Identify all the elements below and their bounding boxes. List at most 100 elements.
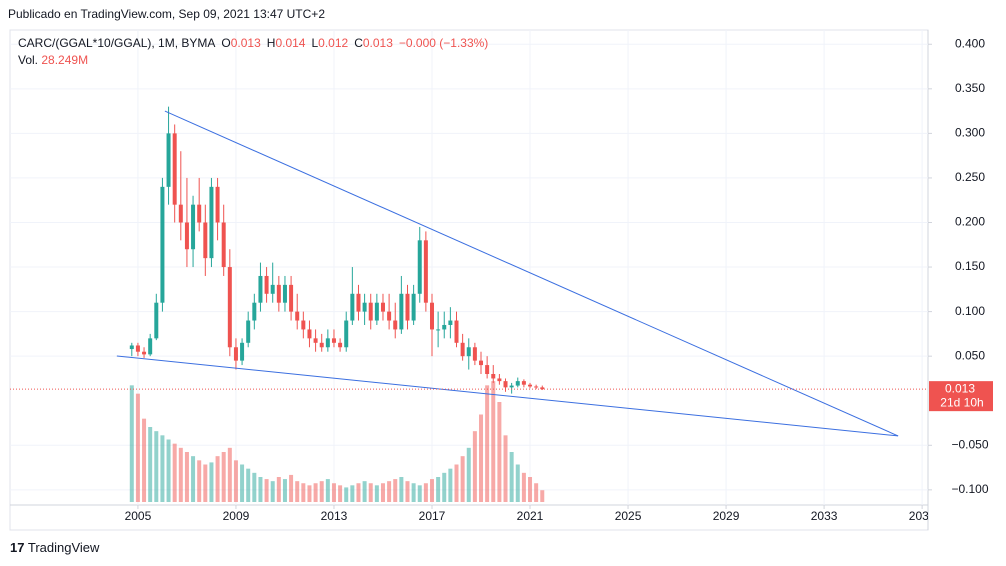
ohlc-key: C: [354, 36, 363, 50]
x-tick-label: 2013: [321, 509, 348, 523]
symbol: CARC/(GGAL*10/GGAL), 1M, BYMA: [18, 36, 216, 50]
ohlc-key: L: [311, 36, 319, 50]
y-tick-label: 0.100: [955, 304, 985, 318]
y-tick-label: 0.150: [955, 259, 985, 273]
candle-body: [135, 345, 140, 352]
candle-body: [282, 284, 287, 303]
volume-bar: [246, 468, 251, 502]
volume-bar: [203, 464, 208, 502]
volume-bar: [344, 487, 349, 502]
volume-bar: [240, 464, 245, 502]
candle-body: [387, 311, 392, 321]
candle-body: [246, 320, 251, 343]
candle-body: [472, 347, 477, 361]
volume-bar: [503, 435, 508, 502]
volume-bar: [270, 481, 275, 502]
y-tick-label: −0.100: [951, 482, 988, 496]
logo-text: TradingView: [27, 540, 100, 555]
candle-body: [356, 293, 361, 312]
last-price-box: [929, 381, 993, 412]
volume-bar: [319, 481, 324, 502]
volume-bar: [148, 427, 153, 502]
volume-bar: [227, 447, 232, 502]
y-tick-label: 0.050: [955, 348, 985, 362]
volume-bar: [528, 477, 533, 502]
candle-body: [515, 381, 520, 386]
candle-body: [227, 267, 232, 348]
candle-body: [429, 302, 434, 330]
volume-bar: [301, 483, 306, 502]
volume-bar: [166, 439, 171, 502]
volume-bar: [509, 452, 514, 502]
x-tick-label: 2017: [419, 509, 446, 523]
candle-body: [129, 345, 134, 350]
ohlc-row: CARC/(GGAL*10/GGAL), 1M, BYMA O0.013 H0.01…: [18, 35, 488, 52]
x-tick-label: 2037: [909, 509, 936, 523]
volume-bar: [233, 460, 238, 502]
candle-body: [338, 342, 343, 348]
volume-bar: [491, 381, 496, 502]
logo-icon: 17: [10, 540, 25, 555]
candle-body: [509, 385, 514, 388]
candle-body: [289, 284, 294, 312]
volume-bar: [160, 435, 165, 502]
volume-bar: [135, 393, 140, 502]
candle-body: [264, 275, 269, 294]
candle-body: [301, 320, 306, 330]
x-tick-label: 2025: [615, 509, 642, 523]
candle-body: [374, 302, 379, 321]
candle-body: [380, 302, 385, 312]
volume-bar: [411, 483, 416, 502]
candle-body: [503, 381, 508, 388]
candle-body: [485, 365, 490, 374]
last-price-label: 0.013: [945, 381, 975, 395]
volume-bar: [221, 452, 226, 502]
candle-body: [497, 378, 502, 382]
candle-body: [540, 387, 545, 390]
candle-body: [350, 293, 355, 321]
candle-body: [295, 311, 300, 321]
candle-body: [521, 381, 526, 385]
candle-body: [233, 347, 238, 361]
candle-body: [148, 338, 153, 355]
volume-bar: [215, 456, 220, 502]
volume-bar: [485, 385, 490, 502]
candle-body: [178, 204, 183, 223]
volume-bar: [356, 483, 361, 502]
candle-body: [491, 373, 496, 379]
volume-bar: [191, 456, 196, 502]
candle-body: [423, 240, 428, 303]
y-tick-label: 0.400: [955, 36, 985, 50]
volume-bar: [436, 477, 441, 502]
candle-body: [172, 133, 177, 205]
candle-body: [307, 329, 312, 339]
candle-body: [221, 222, 226, 268]
candle-body: [240, 342, 245, 361]
candle-body: [411, 293, 416, 321]
volume-bar: [258, 477, 263, 502]
candle-body: [460, 342, 465, 357]
legend: CARC/(GGAL*10/GGAL), 1M, BYMA O0.013 H0.01…: [18, 35, 488, 69]
volume-bar: [184, 452, 189, 502]
volume-bar: [417, 485, 422, 502]
candle-body: [191, 204, 196, 250]
candle-body: [276, 284, 281, 303]
candle-body: [252, 302, 257, 321]
candle-body: [466, 347, 471, 357]
candle-body: [399, 293, 404, 330]
candle-body: [184, 222, 189, 250]
volume-bar: [399, 477, 404, 502]
candle-body: [454, 320, 459, 343]
volume-bar: [442, 472, 447, 502]
change: −0.000 (−1.33%): [398, 36, 489, 50]
volume-bar: [209, 462, 214, 502]
volume-row: Vol. 28.249M: [18, 52, 488, 69]
volume-bar: [429, 479, 434, 502]
y-tick-label: −0.050: [951, 437, 988, 451]
volume-value: 28.249M: [41, 53, 89, 67]
volume-label: Vol.: [18, 53, 39, 67]
volume-bar: [368, 483, 373, 502]
ohlc-value: 0.013: [362, 36, 393, 50]
volume-bar: [387, 481, 392, 502]
